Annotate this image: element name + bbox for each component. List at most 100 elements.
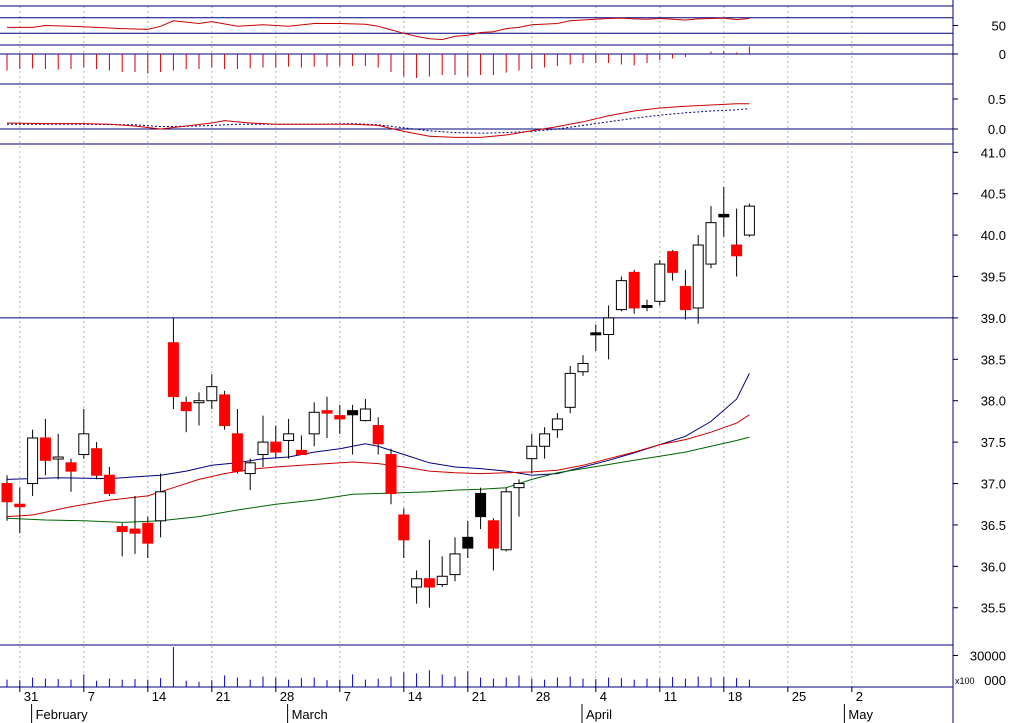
y-tick-label: 36.5 <box>981 518 1006 533</box>
candle-body <box>449 553 461 576</box>
candle-body <box>27 437 39 485</box>
candle-body <box>129 528 141 534</box>
candle-body <box>65 462 77 472</box>
candle-body <box>539 433 551 447</box>
signal-line <box>7 108 750 134</box>
candle-body <box>526 445 538 460</box>
candle-body <box>347 410 359 416</box>
candle <box>180 396 192 433</box>
x-tick-label: 25 <box>792 689 806 704</box>
candle-body <box>615 280 627 311</box>
candle <box>244 458 256 491</box>
candle-body <box>142 522 154 544</box>
candle <box>398 508 410 559</box>
month-label: March <box>292 707 328 722</box>
y-tick-label: 30000 <box>970 649 1006 664</box>
candle <box>219 390 231 430</box>
candle-body <box>705 222 717 265</box>
y-tick-label: 40.0 <box>981 228 1006 243</box>
ma-mid-line <box>6 414 750 518</box>
candle-body <box>462 536 474 549</box>
candle <box>423 539 435 608</box>
candle <box>551 413 563 438</box>
candle <box>129 495 141 554</box>
candle-body <box>206 386 218 402</box>
candle <box>14 487 26 534</box>
month-label: February <box>36 707 89 722</box>
candle <box>103 466 115 496</box>
candle-body <box>487 520 499 549</box>
candle <box>321 396 333 438</box>
candle <box>334 404 346 434</box>
candle <box>1 475 13 521</box>
candle-body <box>411 578 423 588</box>
x-tick-label: 28 <box>536 689 550 704</box>
y-tick-label: 35.5 <box>981 601 1006 616</box>
candle <box>78 408 90 459</box>
y-tick-label: 41.0 <box>981 145 1006 160</box>
volume-unit-value: 000 <box>984 673 1006 688</box>
candle-body <box>500 491 512 551</box>
candle-body <box>667 251 679 273</box>
y-tick-label: 39.5 <box>981 269 1006 284</box>
candle <box>116 523 128 557</box>
candle <box>500 487 512 552</box>
candle-body <box>155 491 167 522</box>
candle <box>743 203 755 237</box>
candle <box>257 415 269 467</box>
candle-body <box>91 448 103 476</box>
x-tick-label: 31 <box>24 689 38 704</box>
y-tick-label: 40.5 <box>981 187 1006 202</box>
candle <box>359 399 371 422</box>
candle <box>91 442 103 480</box>
candle-body <box>244 462 256 475</box>
candle-body <box>103 474 115 494</box>
candle <box>692 235 704 324</box>
candle-body <box>257 441 269 456</box>
candle <box>731 208 743 277</box>
y-axis-ticks: 50 0 0.5 0.0 41.0 40.5 40.0 39.5 39.0 38.5 38.0 37.… <box>953 19 1006 688</box>
candle-body <box>180 401 192 412</box>
candle <box>462 520 474 559</box>
candle-body <box>231 433 243 472</box>
y-tick-label: 37.0 <box>981 477 1006 492</box>
x-tick-label: 14 <box>408 689 422 704</box>
candle-body <box>436 575 448 586</box>
candle-body <box>295 449 307 456</box>
candle <box>539 427 551 459</box>
candle <box>449 537 461 582</box>
x-tick-label: 14 <box>152 689 166 704</box>
candle <box>705 206 717 269</box>
panel-frames <box>0 0 954 723</box>
candle-body <box>52 456 64 460</box>
y-tick-label: 0.5 <box>988 92 1006 107</box>
candle-body <box>628 271 640 309</box>
candle-body <box>1 483 13 503</box>
candle-body <box>679 285 691 311</box>
macd-panel <box>0 103 953 138</box>
candle-body <box>743 205 755 236</box>
candle <box>526 433 538 474</box>
x-tick-label: 4 <box>600 689 607 704</box>
candle-body <box>116 526 128 533</box>
candle <box>193 392 205 426</box>
candle-body <box>39 437 51 461</box>
volume-panel <box>6 647 750 687</box>
candle <box>487 518 499 571</box>
y-tick-label: 36.0 <box>981 559 1006 574</box>
candle-body <box>283 433 295 441</box>
candle <box>155 473 167 538</box>
candle <box>52 433 64 480</box>
candle-body <box>219 394 231 427</box>
candle <box>65 458 77 492</box>
rsi-panel <box>0 17 953 41</box>
candle-body <box>270 441 282 453</box>
candle <box>590 324 602 352</box>
candle-body <box>398 514 410 541</box>
candle-body <box>603 317 615 335</box>
candle <box>679 269 691 320</box>
candle <box>615 276 627 312</box>
y-tick-label: 38.0 <box>981 394 1006 409</box>
y-tick-label: 0 <box>999 47 1006 62</box>
x-tick-label: 21 <box>216 689 230 704</box>
